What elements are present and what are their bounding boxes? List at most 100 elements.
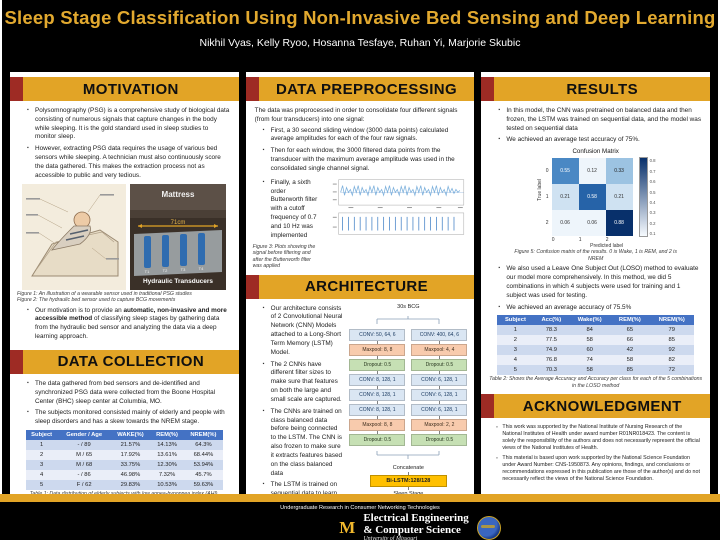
cm-cell: 0.12 <box>578 158 606 185</box>
right-column: RESULTS In this model, the CNN was pretr… <box>481 72 711 494</box>
preprocessing-bullet-1: First, a 30 second sliding window (3000 … <box>263 127 466 145</box>
red-accent <box>245 77 259 101</box>
mattress-label: Mattress <box>162 190 195 199</box>
conv-layer: CONV: 50, 64, 6 <box>349 328 406 341</box>
bilstm-box: Bi-LSTM:128/128 <box>369 474 448 487</box>
confusion-matrix-title: Confusion Matrix <box>572 148 619 156</box>
confusion-col-ticks: 0 1 2 <box>551 237 609 244</box>
acknowledgment-paragraph-2: This material is based upon work support… <box>496 455 700 483</box>
data-collection-header-bar: DATA COLLECTION <box>10 349 239 374</box>
preprocessing-bullet-3: Finally, a sixth order Butterworth filte… <box>263 179 319 241</box>
table1-col-nrem: NREM(%) <box>183 430 224 441</box>
figure2-hydraulic-bed-sensor-photo: Mattress 71cm T1 T2 T3 T4 <box>130 183 227 290</box>
acknowledgment-header-bar: ACKNOWLEDGMENT <box>481 394 711 419</box>
confusion-grid: 0.55 0.12 0.33 0.21 0.58 0.21 0.06 0.06 … <box>551 158 633 237</box>
results-header-bar: RESULTS <box>481 77 711 101</box>
transducer-t4-label: T4 <box>199 266 204 271</box>
table-row: 3 74.9 60 42 92 <box>496 345 695 356</box>
red-accent <box>481 77 495 101</box>
results-bullets-2: We also used a Leave One Subject Out (LO… <box>488 265 703 312</box>
table-row: 1 78.3 84 65 79 <box>496 325 695 336</box>
acknowledgment-heading: ACKNOWLEDGMENT <box>494 394 711 419</box>
results-bullet-3: We also used a Leave One Subject Out (LO… <box>498 265 701 300</box>
conv-layer: CONV: 8, 128, 1 <box>349 373 406 386</box>
subject-distribution-table: Subject Gender / Age WAKE(%) REM(%) NREM… <box>25 430 224 491</box>
split-connector <box>376 315 440 324</box>
motivation-bullets-2: Our motivation is to provide an automati… <box>17 307 232 342</box>
table-row: 2 77.5 58 66 85 <box>496 335 695 346</box>
confusion-ylabel: True label <box>536 179 543 202</box>
conv-layer: CONV: 8, 128, 1 <box>349 403 406 416</box>
conv-layer: CONV: 400, 64, 6 <box>411 328 468 341</box>
acknowledgment-paragraph-1: This work was supported by the National … <box>496 424 700 452</box>
architecture-bullet-3: The CNNs are trained on class balanced d… <box>263 408 344 479</box>
figure3-signal-plots <box>324 177 468 241</box>
table1-caption: Table 1: Data distribution of elderly su… <box>17 491 232 494</box>
maxpool-layer: Maxpool: 4, 4 <box>411 343 468 356</box>
preprocessing-bullets: First, a 30 second sliding window (3000 … <box>253 127 468 174</box>
data-preprocessing-header-bar: DATA PREPROCESSING <box>245 77 475 101</box>
cm-cell: 0.58 <box>578 184 606 211</box>
cnn-branch-right: CONV: 400, 64, 6 Maxpool: 4, 4 Dropout: … <box>411 328 468 446</box>
poster-title: Sleep Stage Classification Using Non-Inv… <box>4 7 716 28</box>
poster-authors: Nikhil Vyas, Kelly Ryoo, Hosanna Tesfaye… <box>199 37 521 49</box>
width-71cm-label: 71cm <box>171 220 186 226</box>
table2-caption: Table 2: Shows the Average Accuracy and … <box>489 376 703 389</box>
conv-layer: CONV: 6, 128, 1 <box>411 388 468 401</box>
figure3-caption: Figure 3: Plots showing the signal befor… <box>252 243 316 270</box>
red-accent <box>10 349 23 374</box>
results-bullet-4: We achieved an average accuracy of 75.5% <box>498 304 701 313</box>
table2-col-nrem: NREM(%) <box>649 315 695 326</box>
table-row: 5 70.3 58 85 72 <box>496 365 695 376</box>
preprocessing-intro: The data was preprocessed in order to co… <box>254 107 458 123</box>
results-bullet-2: We achieved an average test accuracy of … <box>498 136 701 145</box>
table2-col-subject: Subject <box>496 315 534 326</box>
colorbar-ticks: 0.8 0.7 0.6 0.5 0.4 0.3 0.2 0.1 <box>649 158 656 237</box>
acknowledgment-text: This work was supported by the National … <box>488 424 703 482</box>
nsf-logo <box>476 515 501 540</box>
motivation-bullet-3-post: of classifying sleep stages by gathering… <box>35 315 220 341</box>
dropout-layer: Dropout: 0.5 <box>411 358 468 371</box>
poster-footer: Undergraduate Research in Consumer Netwo… <box>0 502 720 540</box>
maxpool-layer: Maxpool: 8, 8 <box>349 343 406 356</box>
cm-cell: 0.88 <box>605 210 633 237</box>
dropout-layer: Dropout: 0.5 <box>349 433 406 446</box>
red-accent <box>245 274 259 299</box>
table-row: 1- / 89 21.57% 14.13% 64.3% <box>25 440 224 451</box>
cm-cell: 0.06 <box>578 210 606 237</box>
department-logo-text: Electrical Engineering & Computer Scienc… <box>363 512 469 540</box>
transducer-t1-label: T1 <box>145 269 150 274</box>
table1-col-gender-age: Gender / Age <box>57 430 111 441</box>
figure4-architecture-diagram: 30s BCG CONV: 50, 64, 6 Maxpool: 8, 8 Dr… <box>349 303 468 494</box>
table-row: 4- / 86 46.98% 7.32% 45.7% <box>25 470 224 481</box>
table1-col-rem: REM(%) <box>150 430 184 441</box>
left-column: MOTIVATION Polysomnography (PSG) is a co… <box>10 72 239 494</box>
dropout-layer: Dropout: 0.5 <box>349 358 406 371</box>
middle-column: DATA PREPROCESSING The data was preproce… <box>245 72 475 494</box>
poster-body: MOTIVATION Polysomnography (PSG) is a co… <box>2 72 718 494</box>
motivation-header-bar: MOTIVATION <box>10 77 239 101</box>
motivation-bullets: Polysomnography (PSG) is a comprehensive… <box>17 107 232 181</box>
cm-cell: 0.33 <box>605 158 633 185</box>
footer-gold-divider <box>0 494 720 502</box>
cnn-branch-left: CONV: 50, 64, 6 Maxpool: 8, 8 Dropout: 0… <box>349 328 406 446</box>
transducer-t2-label: T2 <box>163 268 168 273</box>
results-bullets: In this model, the CNN was pretrained on… <box>488 107 703 145</box>
data-collection-bullet-2: The subjects monitored consisted mainly … <box>27 409 230 427</box>
data-collection-bullets: The data gathered from bed sensors and d… <box>17 380 232 427</box>
conv-layer: CONV: 6, 128, 1 <box>411 403 468 416</box>
results-bullet-1: In this model, the CNN was pretrained on… <box>498 107 701 133</box>
concatenate-label: Concatenate <box>392 464 424 471</box>
figure5-confusion-matrix: Confusion Matrix True label 0 1 2 0.55 0… <box>511 148 681 262</box>
join-connector <box>376 450 440 459</box>
motivation-bullet-3-pre: Our motivation is to provide an <box>35 306 124 314</box>
architecture-heading: ARCHITECTURE <box>258 274 475 299</box>
figure1-caption: Figure 1: An illustration of a wearable … <box>17 290 192 297</box>
poster-header: Sleep Stage Classification Using Non-Inv… <box>2 0 718 72</box>
figure2-caption: Figure 2: The hydraulic bed sensor used … <box>17 297 176 304</box>
architecture-bullets: Our architecture consists of 2 Convoluti… <box>253 305 346 494</box>
